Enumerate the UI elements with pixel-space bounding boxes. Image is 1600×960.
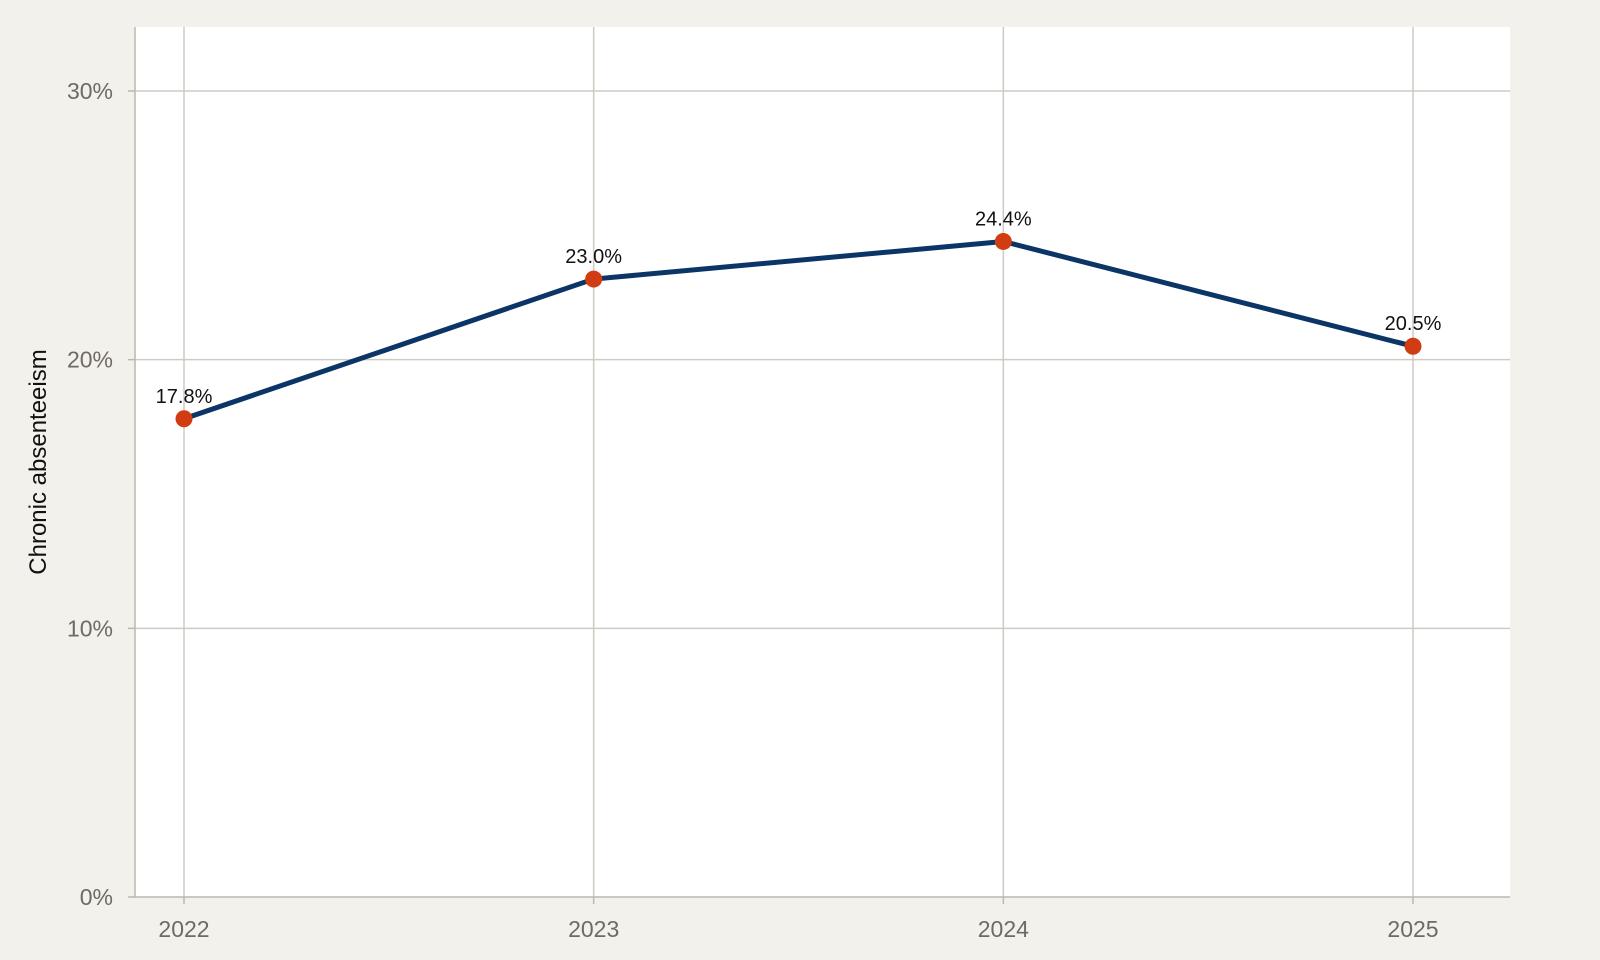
- data-point: [585, 270, 603, 288]
- y-tick-label: 30%: [67, 78, 113, 104]
- x-axis-ticks: 2022 2023 2024 2025: [158, 897, 1439, 942]
- x-tick-label: 2022: [158, 916, 209, 942]
- y-tick-label: 0%: [80, 884, 113, 910]
- series-line: [181, 238, 1416, 422]
- data-labels: 17.8% 23.0% 24.4% 20.5%: [156, 208, 1442, 407]
- x-tick-label: 2025: [1387, 916, 1438, 942]
- y-tick-label: 10%: [67, 615, 113, 641]
- data-label: 23.0%: [565, 246, 622, 268]
- series-points: [175, 232, 1422, 428]
- plot-area: [135, 27, 1510, 897]
- x-grid: [183, 27, 1414, 897]
- data-label: 20.5%: [1385, 313, 1442, 335]
- y-axis-label: Chronic absenteeism: [25, 349, 52, 574]
- data-label: 17.8%: [156, 386, 213, 408]
- y-tick-label: 20%: [67, 347, 113, 373]
- data-point: [175, 410, 193, 428]
- x-tick-label: 2023: [568, 916, 619, 942]
- data-point: [994, 232, 1012, 250]
- y-axis-ticks: 0% 10% 20% 30%: [67, 78, 135, 910]
- data-label: 24.4%: [975, 208, 1032, 230]
- data-point: [1404, 337, 1422, 355]
- x-tick-label: 2024: [978, 916, 1029, 942]
